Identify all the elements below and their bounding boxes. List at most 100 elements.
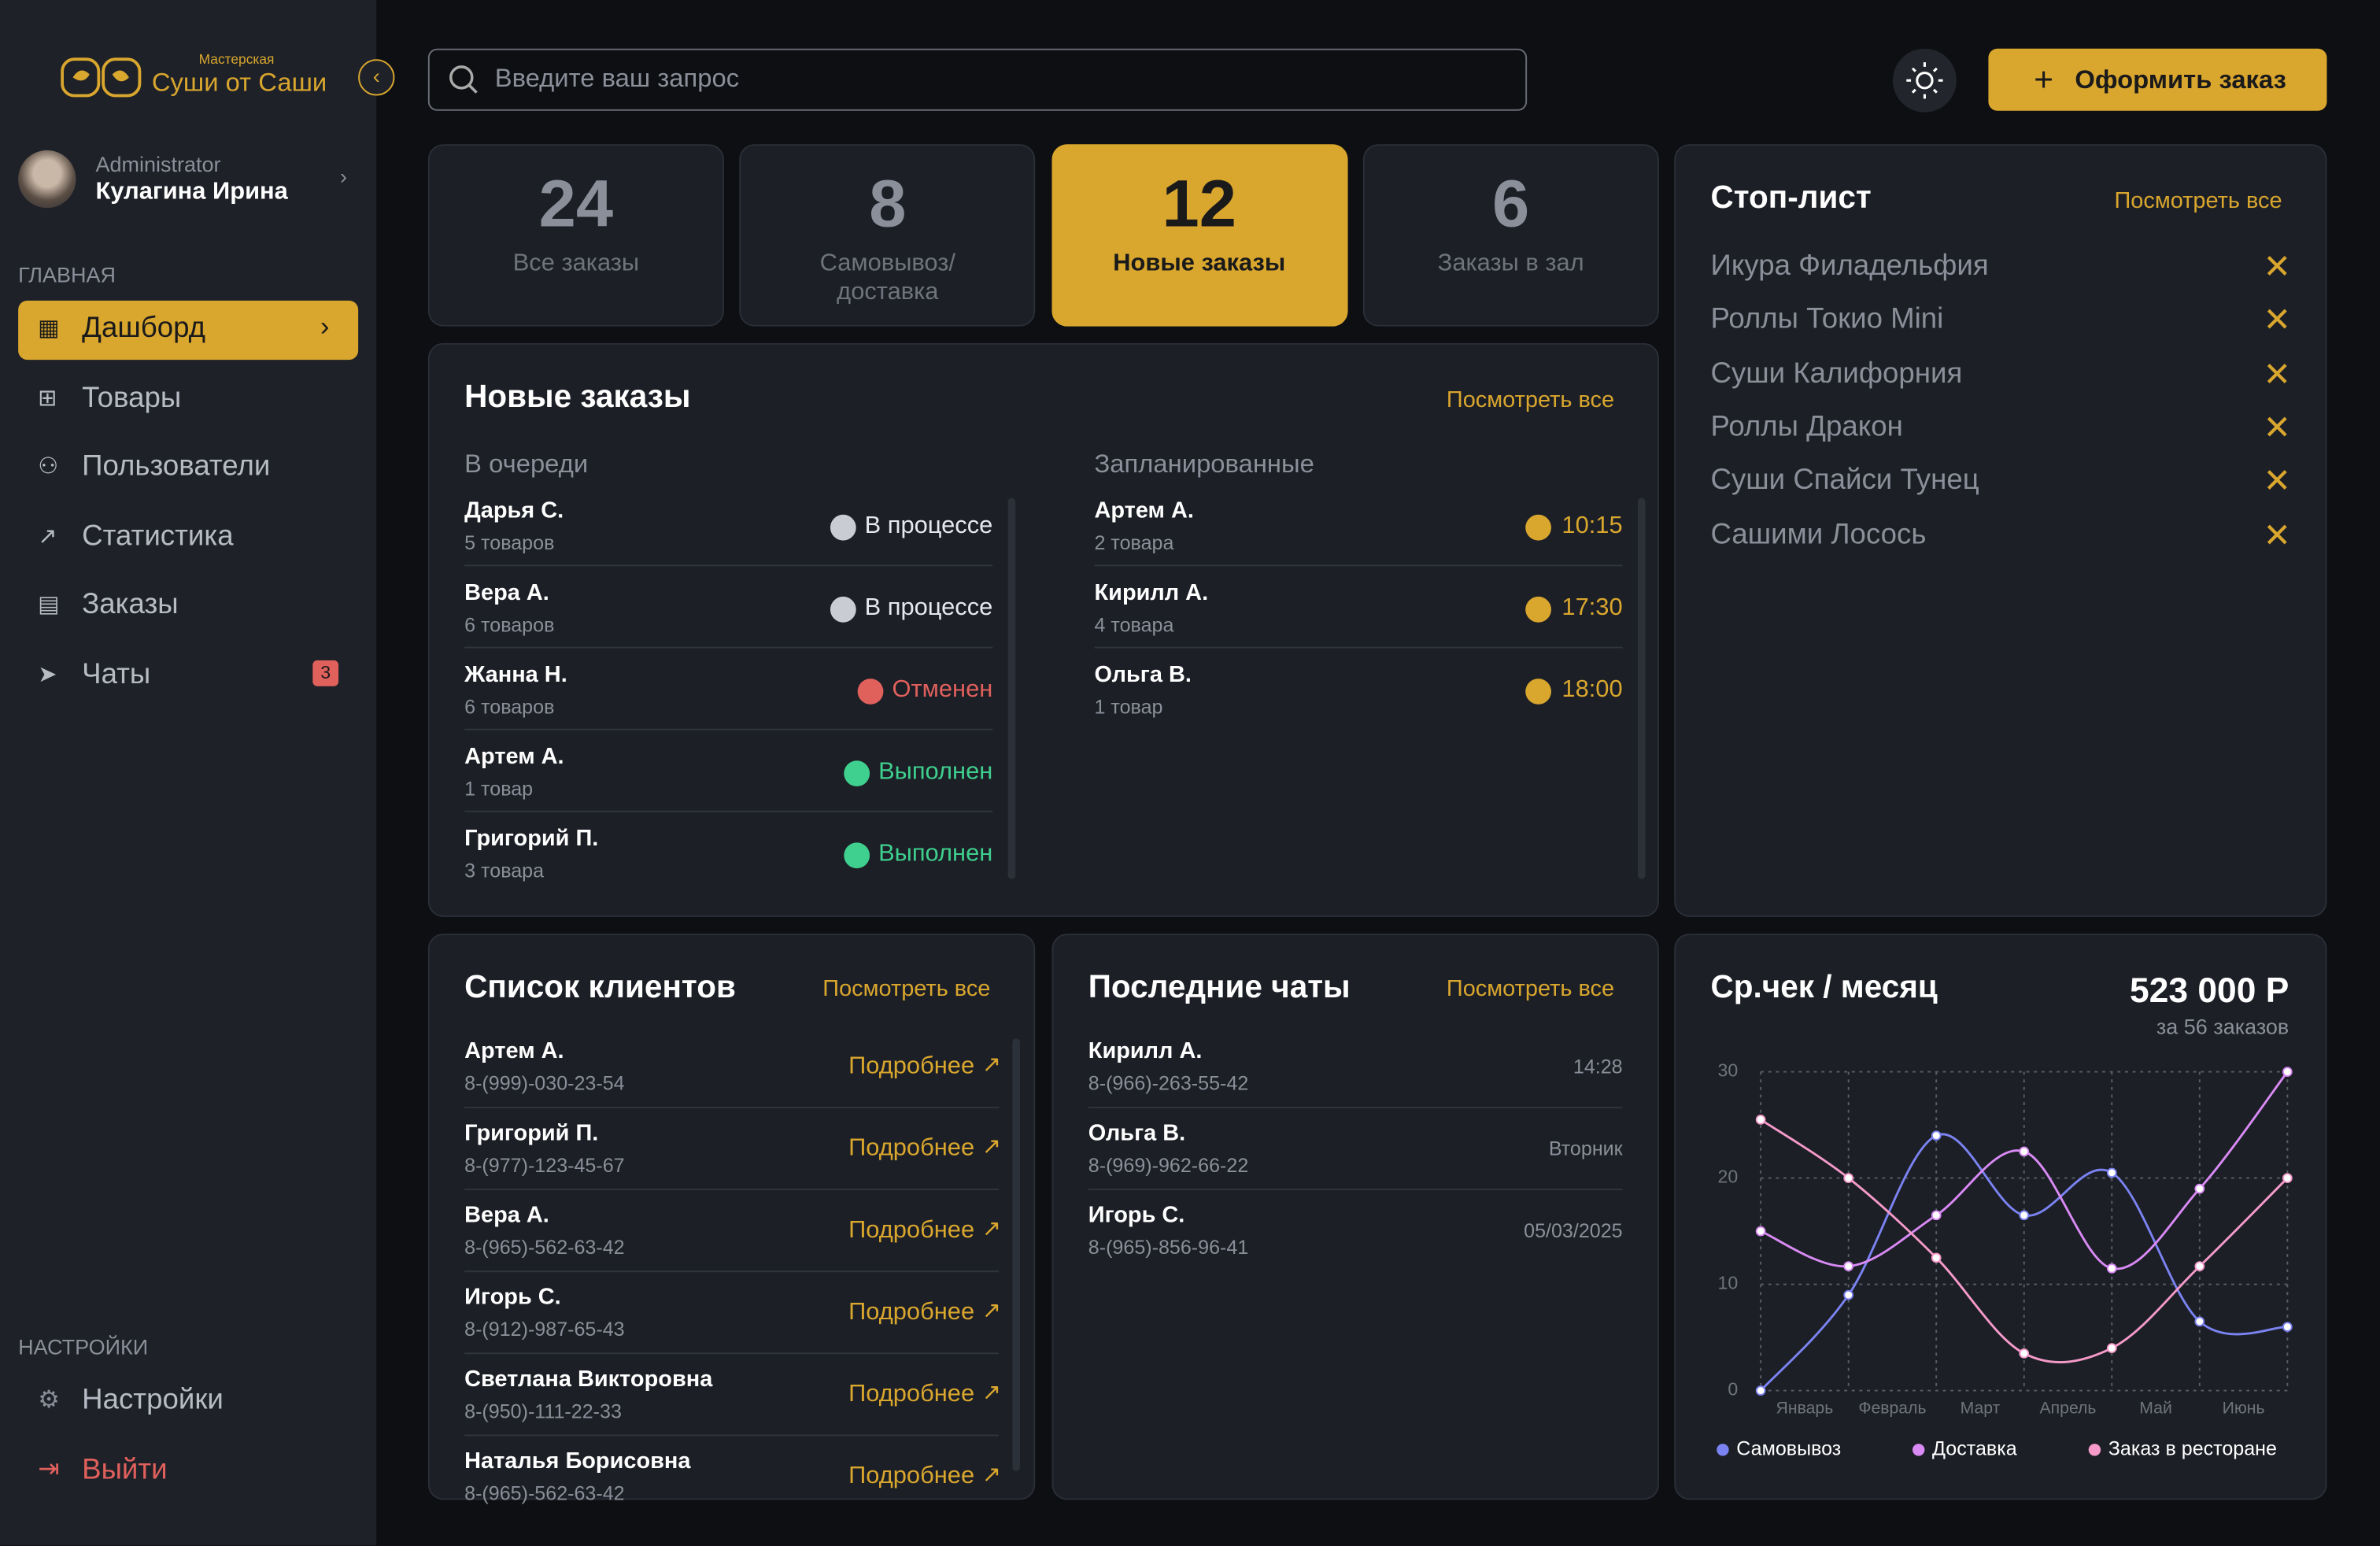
order-status: Выполнен [878, 841, 993, 867]
chart-title: Ср.чек / месяц [1710, 970, 1938, 1005]
x-tick-label: Февраль [1858, 1399, 1926, 1417]
row-name: Вера А. [464, 579, 549, 606]
card-title: Стоп-лист [1710, 180, 1872, 216]
stop-list-card [1674, 144, 2327, 917]
stat-value: 12 [1162, 167, 1236, 242]
row-phone: 8-(965)-562-63-42 [464, 1481, 625, 1505]
data-point [1843, 1261, 1854, 1271]
row-name: Вера А. [464, 1202, 549, 1229]
view-all[interactable]: Посмотреть все [1446, 386, 1615, 413]
row-name: Дарья С. [464, 497, 564, 524]
separator [464, 646, 993, 649]
details-link[interactable]: Подробнее [848, 1299, 975, 1326]
row-name: Светлана Викторовна [464, 1366, 713, 1393]
arrow-icon: ↗ [981, 1052, 1002, 1078]
remove-icon[interactable]: ✕ [2263, 461, 2292, 500]
user-role: Administrator [95, 151, 221, 176]
chevron[interactable]: › [339, 164, 348, 189]
search-box[interactable] [427, 48, 1528, 111]
data-point [1843, 1173, 1854, 1183]
separator [464, 1352, 999, 1355]
separator [464, 1106, 999, 1108]
details-link[interactable]: Подробнее [848, 1135, 975, 1162]
avatar [18, 150, 76, 209]
remove-icon[interactable]: ✕ [2263, 354, 2292, 393]
data-point [2282, 1067, 2293, 1077]
chat-time: 14:28 [1572, 1055, 1623, 1078]
stat-card[interactable] [1051, 144, 1347, 327]
legend-swatch [1912, 1444, 1925, 1456]
row-sub: 5 товаров [464, 531, 555, 554]
y-tick-label: 30 [1717, 1060, 1738, 1081]
data-point [1755, 1226, 1766, 1237]
remove-icon[interactable]: ✕ [2263, 408, 2292, 446]
details-link[interactable]: Подробнее [848, 1217, 975, 1244]
icon: ⚇ [38, 454, 59, 480]
order-status: Выполнен [878, 759, 993, 786]
menu-item[interactable]: Дашборд [82, 313, 206, 345]
chats-card [1051, 934, 1659, 1500]
menu-item[interactable]: Настройки [82, 1384, 224, 1417]
separator [1094, 646, 1623, 649]
status-icon [844, 842, 870, 869]
order-status: В процессе [864, 594, 993, 621]
icon: ⊞ [38, 385, 57, 411]
order-button-label: Оформить заказ [2075, 65, 2286, 94]
row-name: Артем А. [464, 1038, 564, 1064]
arrow-icon: ↗ [981, 1297, 1002, 1324]
stat-value: 8 [869, 167, 907, 242]
scrollbar[interactable] [1012, 1038, 1020, 1471]
menu-active[interactable] [18, 300, 359, 361]
remove-icon[interactable]: ✕ [2263, 247, 2292, 286]
user-name: Кулагина Ирина [95, 179, 288, 205]
view-all[interactable]: Посмотреть все [822, 976, 991, 1002]
menu-item[interactable]: Чаты [82, 658, 151, 691]
separator [1088, 1106, 1623, 1108]
theme-toggle[interactable] [1892, 48, 1957, 113]
details-link[interactable]: Подробнее [848, 1463, 975, 1489]
view-all[interactable]: Посмотреть все [2114, 188, 2282, 214]
details-link[interactable]: Подробнее [848, 1381, 975, 1407]
clock-icon [1525, 596, 1551, 623]
data-point [2106, 1263, 2117, 1274]
stat-card[interactable] [739, 144, 1036, 327]
remove-icon[interactable]: ✕ [2263, 301, 2292, 339]
order-time: 10:15 [1561, 512, 1623, 539]
menu-item[interactable]: Статистика [82, 520, 234, 553]
data-point [1931, 1130, 1942, 1141]
row-name: Игорь С. [464, 1284, 561, 1311]
icon: ▤ [38, 592, 60, 619]
order-button[interactable] [1988, 48, 2327, 111]
data-point [2194, 1261, 2205, 1271]
remove-icon[interactable]: ✕ [2263, 515, 2292, 553]
collapse-button[interactable]: ‹ [358, 59, 395, 96]
row-phone: 8-(966)-263-55-42 [1088, 1071, 1249, 1095]
scrollbar[interactable] [1637, 497, 1646, 879]
details-link[interactable]: Подробнее [848, 1053, 975, 1080]
data-point [2194, 1316, 2205, 1327]
stat-label: Самовывоз/ доставка [819, 250, 955, 305]
clock-icon [1525, 514, 1551, 541]
stat-card[interactable] [1362, 144, 1659, 327]
row-sub: 1 товар [464, 777, 534, 801]
scrollbar[interactable] [1007, 497, 1016, 879]
logout[interactable]: Выйти [82, 1454, 168, 1487]
data-point [2106, 1343, 2117, 1353]
icon: + [2034, 61, 2054, 99]
row-phone: 8-(965)-856-96-41 [1088, 1235, 1249, 1259]
row-name: Григорий П. [464, 1120, 599, 1147]
row-phone: 8-(999)-030-23-54 [464, 1071, 625, 1095]
chat-time: Вторник [1548, 1137, 1623, 1160]
data-point [1931, 1252, 1942, 1263]
stop-item: Роллы Дракон [1710, 411, 1903, 443]
data-point [1931, 1210, 1942, 1221]
stat-card[interactable] [427, 144, 724, 327]
separator [464, 810, 993, 812]
arrow-icon: ↗ [981, 1462, 1002, 1488]
data-point [1755, 1114, 1766, 1125]
view-all[interactable]: Посмотреть все [1446, 976, 1615, 1002]
separator [464, 1434, 999, 1437]
menu-item[interactable]: Товары [82, 382, 182, 414]
menu-item[interactable]: Пользователи [82, 451, 271, 483]
menu-item[interactable]: Заказы [82, 590, 179, 622]
